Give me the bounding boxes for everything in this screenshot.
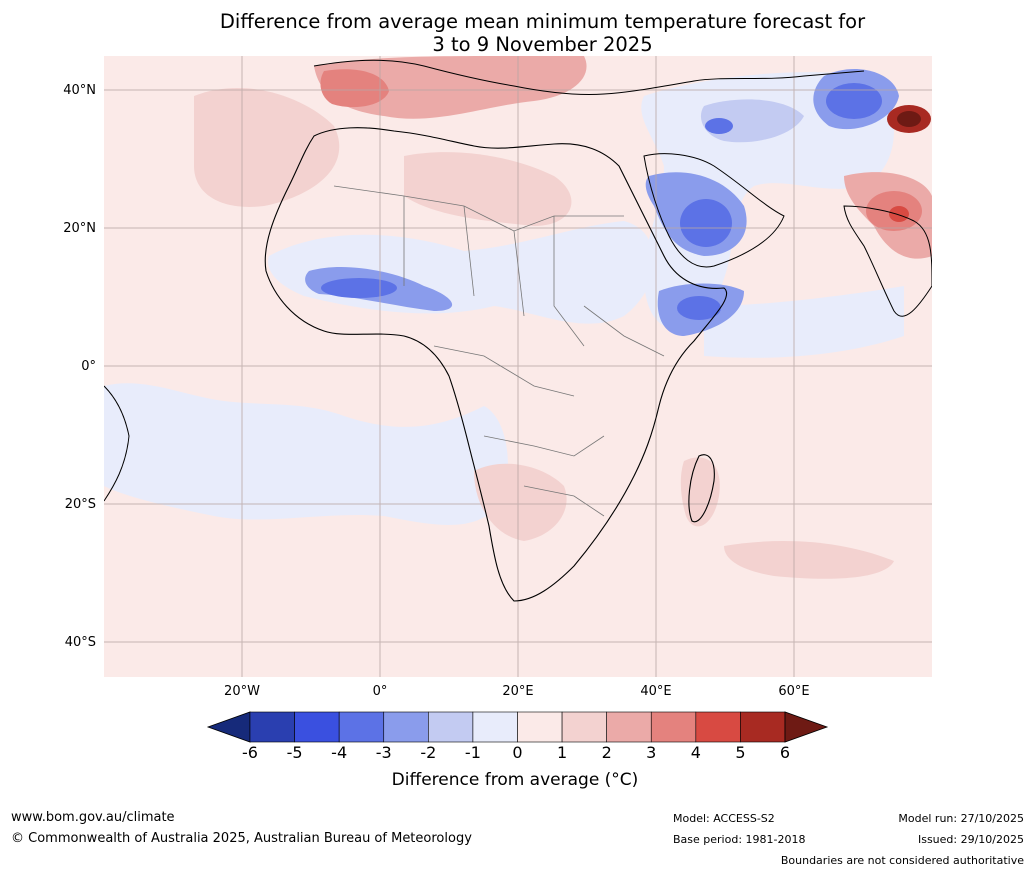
anomaly-core-west-africa [321, 278, 397, 298]
lon-label: 0° [372, 684, 388, 699]
colorbar-swatch [338, 711, 385, 743]
anomaly-sahara [404, 152, 572, 226]
south-america-coast [104, 385, 130, 502]
colorbar-tick-label: -2 [420, 743, 437, 762]
colorbar-label: Difference from average (°C) [391, 770, 639, 790]
anomaly-iberia [320, 69, 389, 108]
colorbar-swatch [695, 711, 741, 743]
colorbar-tick-label: 3 [646, 743, 657, 762]
india-coastline [843, 205, 932, 317]
map-title: Difference from average mean minimum tem… [100, 10, 985, 56]
anomaly-core-horn [677, 296, 721, 320]
forecast-map [104, 56, 932, 677]
colorbar-swatch [740, 711, 786, 743]
footer-copyright: © Commonwealth of Australia 2025, Austra… [11, 831, 472, 846]
colorbar-tick-label: 6 [779, 743, 791, 762]
anomaly-tibet-peak [897, 111, 921, 127]
colorbar-swatch [606, 711, 652, 743]
madagascar-coastline [688, 454, 715, 523]
colorbar-swatch [472, 711, 518, 743]
lat-label: 20°N [63, 221, 96, 236]
anomaly-core-central-asia [826, 83, 882, 119]
lat-label: 0° [81, 359, 96, 374]
africa-coastline [264, 127, 728, 602]
colorbar [206, 711, 829, 743]
colorbar-swatch [561, 711, 607, 743]
colorbar-swatch [294, 711, 340, 743]
colorbar-swatch [650, 711, 697, 743]
lon-label: 40°E [640, 684, 672, 699]
colorbar-tick-label: 5 [735, 743, 746, 762]
footer-disclaimer: Boundaries are not considered authoritat… [780, 854, 1024, 867]
europe-coastline [313, 59, 865, 96]
anomaly-north-africa [194, 87, 340, 207]
colorbar-tick-label: -6 [242, 743, 258, 762]
colorbar-tick-label: -3 [375, 743, 392, 762]
lon-label: 60°E [778, 684, 810, 699]
anomaly-south-atlantic [104, 383, 508, 525]
graticule [104, 56, 932, 677]
colorbar-tick-label: -1 [464, 743, 481, 762]
anomaly-core-red-sea [680, 199, 732, 247]
anomaly-southern-africa [474, 463, 567, 541]
title-line-2: 3 to 9 November 2025 [432, 33, 653, 56]
colorbar-tick-label: 0 [512, 743, 523, 762]
colorbar-extend-high [784, 711, 829, 743]
colorbar-swatch [249, 711, 295, 743]
colorbar-swatches [206, 711, 829, 743]
colorbar-tick-label: -4 [331, 743, 348, 762]
colorbar-swatch [428, 711, 474, 743]
title-line-1: Difference from average mean minimum tem… [219, 10, 866, 33]
lon-label: 20°W [224, 684, 260, 699]
arabia-coastline [643, 153, 785, 268]
anomaly-east-indian-ocean [704, 286, 904, 358]
map-svg [104, 56, 932, 677]
anomaly-india-peak [889, 206, 909, 222]
footer-base-period: Base period: 1981-2018 [673, 833, 806, 846]
colorbar-tick-label: 2 [601, 743, 612, 762]
footer-model: Model: ACCESS-S2 [673, 812, 775, 825]
lat-label: 40°S [64, 635, 96, 650]
colorbar-swatch [517, 711, 563, 743]
lat-label: 40°N [63, 83, 96, 98]
anomaly-south-indian-ocean [724, 541, 894, 579]
colorbar-tick-label: -5 [286, 743, 303, 762]
lon-label: 20°E [502, 684, 534, 699]
anomaly-madagascar [680, 457, 720, 527]
colorbar-extend-low [206, 711, 251, 743]
country-borders [333, 185, 665, 517]
anomaly-core-iran [705, 118, 733, 134]
colorbar-tick-label: 1 [556, 743, 568, 762]
footer-url[interactable]: www.bom.gov.au/climate [11, 810, 175, 825]
colorbar-tick-label: 4 [690, 743, 701, 762]
lat-label: 20°S [64, 497, 96, 512]
anomaly-arabia-region [641, 72, 894, 329]
footer-model-run: Model run: 27/10/2025 [898, 812, 1024, 825]
colorbar-swatch [383, 711, 429, 743]
footer-issued: Issued: 29/10/2025 [917, 833, 1024, 846]
